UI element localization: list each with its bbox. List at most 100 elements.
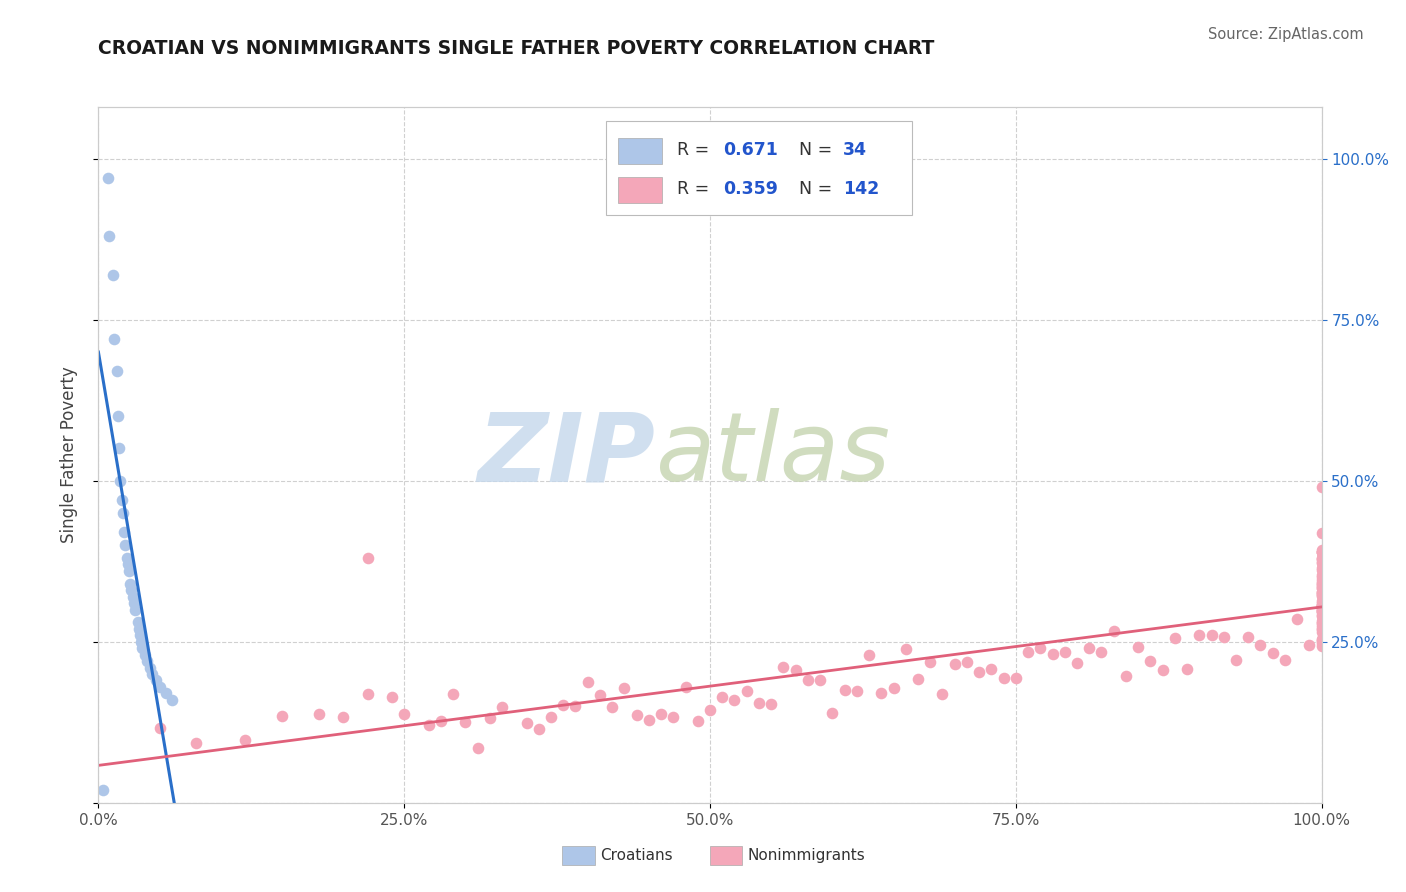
Point [1310,563,1333,577]
Point [638,713,661,727]
Point [1261,646,1284,660]
Point [1310,581,1333,595]
Point [270,709,294,723]
Point [808,673,831,688]
Point [105,364,128,378]
Text: Croatians: Croatians [600,848,673,863]
Point [1237,630,1260,644]
Text: R =: R = [678,141,714,159]
Point [1310,568,1333,582]
Point [1310,581,1333,595]
Point [907,673,929,687]
Point [111,506,134,520]
Point [1115,669,1137,683]
Point [103,332,125,346]
Point [1310,575,1333,590]
Point [129,634,152,648]
Point [993,671,1015,685]
Point [870,686,893,700]
Point [1310,584,1333,599]
Point [122,596,145,610]
Point [139,660,162,674]
Point [1310,545,1333,559]
Text: atlas: atlas [655,409,890,501]
Point [943,657,966,671]
Point [1139,654,1161,668]
Point [553,698,575,712]
Point [1078,641,1101,656]
Point [332,709,354,723]
Point [980,662,1002,676]
Point [149,680,172,694]
FancyBboxPatch shape [619,137,662,164]
Text: CROATIAN VS NONIMMIGRANTS SINGLE FATHER POVERTY CORRELATION CHART: CROATIAN VS NONIMMIGRANTS SINGLE FATHER … [98,39,935,58]
Point [1310,480,1333,494]
Point [1310,543,1333,558]
Point [1310,604,1333,618]
Point [131,641,153,656]
Point [650,706,672,721]
Point [1310,526,1333,541]
Point [1310,587,1333,601]
Point [797,673,820,688]
Point [1310,579,1333,593]
Point [1310,599,1333,613]
Point [589,688,612,702]
Point [478,711,501,725]
Point [1310,599,1333,613]
Point [1310,622,1333,636]
Point [91,783,114,797]
Point [1310,623,1333,637]
Point [145,673,167,688]
Point [1310,573,1333,587]
Point [600,699,623,714]
Point [1310,575,1333,590]
Point [626,708,648,723]
Text: 0.671: 0.671 [724,141,779,159]
Point [1274,652,1296,666]
Point [120,576,142,591]
Point [1310,633,1333,648]
FancyBboxPatch shape [606,121,912,215]
Point [686,714,709,728]
Point [1310,598,1333,612]
Point [1188,628,1211,642]
Point [1310,602,1333,616]
Point [1310,560,1333,574]
Point [1310,585,1333,599]
Point [441,687,464,701]
Point [564,698,586,713]
Point [418,717,440,731]
Point [136,654,159,668]
Point [134,648,156,662]
Point [748,696,770,710]
Text: ZIP: ZIP [477,409,655,501]
Point [98,228,121,243]
Point [467,741,489,756]
Point [821,706,844,720]
Point [1310,589,1333,603]
Point [1249,638,1271,652]
Point [1310,593,1333,607]
Point [1017,645,1039,659]
Point [1152,664,1174,678]
Point [1310,552,1333,566]
Text: Source: ZipAtlas.com: Source: ZipAtlas.com [1208,27,1364,42]
Point [845,684,868,698]
Point [160,692,183,706]
Point [1286,612,1309,626]
Point [1310,616,1333,631]
Point [430,714,453,728]
Point [540,710,562,724]
Point [112,525,135,540]
Point [1310,554,1333,568]
Point [1310,600,1333,615]
Point [967,665,990,679]
Point [1128,640,1150,655]
Point [723,693,745,707]
Point [735,683,758,698]
Point [120,583,142,598]
Point [515,715,537,730]
Point [1310,634,1333,648]
Point [117,558,139,572]
